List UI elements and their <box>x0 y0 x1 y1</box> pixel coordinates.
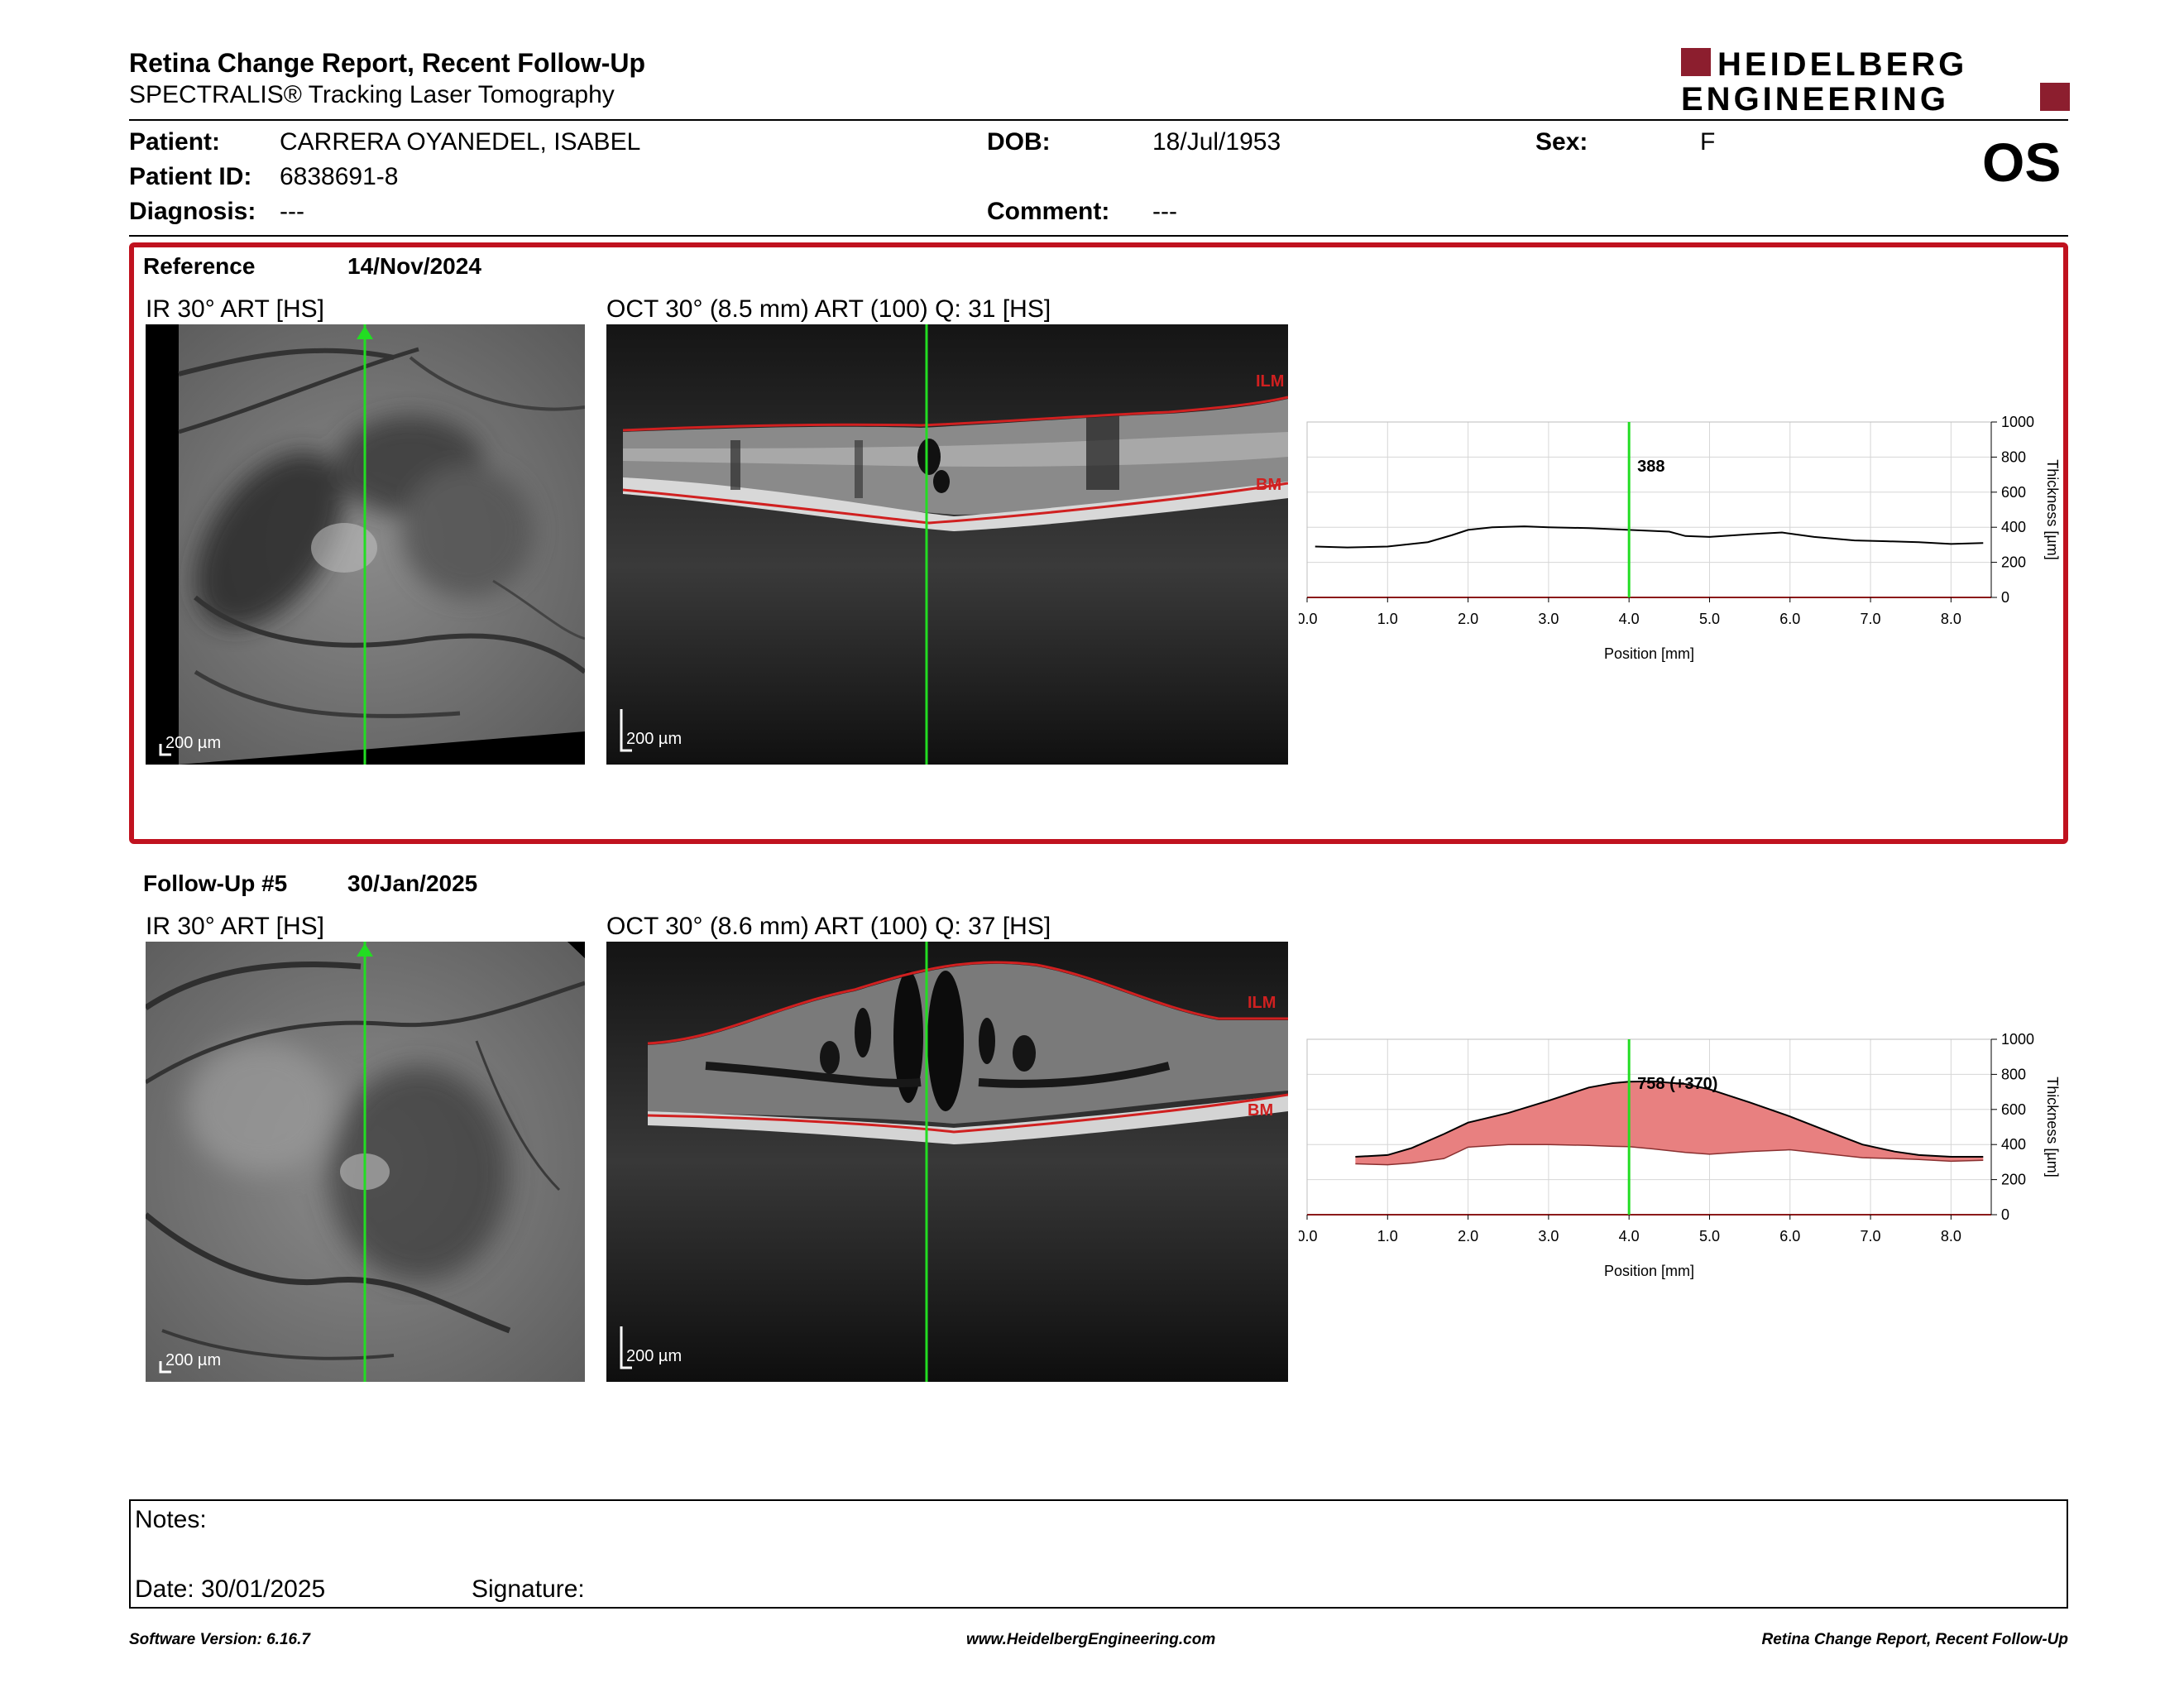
reference-chart-x-tick-label: 3.0 <box>1538 611 1559 627</box>
reference-chart-plot-frame <box>1306 421 1992 598</box>
followup-chart-y-tick-label: 600 <box>2001 1101 2026 1118</box>
reference-label: Reference <box>143 253 256 279</box>
logo-line2: ENGINEERING <box>1681 81 1949 114</box>
followup-chart-x-axis-label: Position [mm] <box>1604 1263 1694 1279</box>
reference-chart-x-axis-label: Position [mm] <box>1604 645 1694 662</box>
followup-chart-x-tick-label: 2.0 <box>1458 1228 1478 1244</box>
reference-oct-image: ILM BM 200 µm <box>606 324 1288 765</box>
followup-oct-label: OCT 30° (8.6 mm) ART (100) Q: 37 [HS] <box>606 913 1051 940</box>
dob-value: 18/Jul/1953 <box>1152 128 1281 156</box>
sex-label: Sex: <box>1535 128 1588 156</box>
reference-thickness-chart: 388 0.0 1.0 2.0 3.0 4.0 5.0 6.0 7.0 8.0 0 200 400 600… <box>1299 414 2061 662</box>
followup-chart-reference-series <box>1355 1144 1984 1166</box>
reference-chart-x-tick-label: 6.0 <box>1779 611 1800 627</box>
reference-box <box>129 242 2068 844</box>
followup-chart-x-tick-label: 0.0 <box>1299 1228 1318 1244</box>
reference-bm-label: BM <box>1256 476 1281 494</box>
followup-chart-x-tick-label: 3.0 <box>1538 1228 1559 1244</box>
followup-chart-x-tick-label: 8.0 <box>1941 1228 1961 1244</box>
report-title: Retina Change Report, Recent Follow-Up <box>129 48 646 78</box>
followup-chart-y-tick-label: 200 <box>2001 1172 2026 1188</box>
reference-chart-y-tick-label: 400 <box>2001 519 2026 535</box>
reference-oct-scale: 200 µm <box>626 730 682 748</box>
followup-oct-image: ILM BM 200 µm <box>606 942 1288 1382</box>
notes-box <box>129 1499 2068 1609</box>
diagnosis-label: Diagnosis: <box>129 198 256 225</box>
reference-date: 14/Nov/2024 <box>347 253 481 279</box>
notes-label: Notes: <box>135 1506 207 1533</box>
followup-chart-y-axis-label: Thickness [µm] <box>2044 1077 2061 1177</box>
reference-chart-x-tick-label: 4.0 <box>1619 611 1640 627</box>
followup-ir-image: 200 µm <box>146 942 585 1382</box>
followup-chart-x-tick-label: 1.0 <box>1377 1228 1398 1244</box>
footer-report-name: Retina Change Report, Recent Follow-Up <box>1761 1631 2068 1648</box>
reference-chart-x-tick-label: 0.0 <box>1299 611 1318 627</box>
followup-chart-x-tick-label: 7.0 <box>1861 1228 1881 1244</box>
reference-chart-y-tick-label: 1000 <box>2001 414 2034 430</box>
reference-chart-series-0 <box>1315 525 1984 549</box>
followup-chart-change-area <box>1355 1081 1984 1165</box>
sex-value: F <box>1700 128 1716 156</box>
reference-ir-image: 200 µm <box>146 324 585 765</box>
reference-oct-label: OCT 30° (8.5 mm) ART (100) Q: 31 [HS] <box>606 295 1051 323</box>
reference-chart-y-tick-label: 200 <box>2001 554 2026 571</box>
patient-name: CARRERA OYANEDEL, ISABEL <box>280 128 641 156</box>
patient-id: 6838691-8 <box>280 163 399 190</box>
followup-chart-x-tick-label: 5.0 <box>1699 1228 1720 1244</box>
reference-chart-x-tick-label: 7.0 <box>1861 611 1881 627</box>
reference-chart-y-axis-label: Thickness [µm] <box>2044 459 2061 559</box>
reference-chart-y-tick-label: 800 <box>2001 448 2026 465</box>
reference-chart-x-tick-label: 5.0 <box>1699 611 1720 627</box>
reference-chart-y-tick-label: 600 <box>2001 484 2026 501</box>
followup-thickness-chart: 758 (+370) 0.0 1.0 2.0 3.0 4.0 5.0 6.0 7.0 8.0 0 20… <box>1299 1031 2061 1279</box>
followup-chart-followup-series <box>1355 1080 1984 1158</box>
notes-date: Date: 30/01/2025 <box>135 1575 326 1603</box>
reference-chart-y-tick-label: 0 <box>2001 589 2009 606</box>
followup-chart-y-tick-label: 0 <box>2001 1206 2009 1223</box>
eye-indicator: OS <box>1982 132 2062 193</box>
footer-software-version: Software Version: 6.16.7 <box>129 1631 310 1648</box>
reference-chart-x-tick-label: 1.0 <box>1377 611 1398 627</box>
followup-chart-cursor-value: 758 (+370) <box>1637 1075 1717 1093</box>
reference-chart-x-tick-label: 8.0 <box>1941 611 1961 627</box>
followup-date: 30/Jan/2025 <box>347 870 478 896</box>
reference-chart-cursor-value: 388 <box>1637 458 1664 476</box>
followup-ir-label: IR 30° ART [HS] <box>146 913 324 940</box>
comment-label: Comment: <box>987 198 1110 225</box>
followup-chart-y-tick-label: 1000 <box>2001 1031 2034 1048</box>
dob-label: DOB: <box>987 128 1051 156</box>
patient-label: Patient: <box>129 128 221 156</box>
followup-label: Follow-Up #5 <box>143 870 288 896</box>
reference-chart-x-tick-label: 2.0 <box>1458 611 1478 627</box>
header-divider <box>129 119 2068 121</box>
report-subtitle: SPECTRALIS® Tracking Laser Tomography <box>129 81 615 108</box>
followup-oct-scale: 200 µm <box>626 1347 682 1365</box>
followup-bm-label: BM <box>1248 1101 1273 1120</box>
followup-chart-x-tick-label: 6.0 <box>1779 1228 1800 1244</box>
reference-ir-label: IR 30° ART [HS] <box>146 295 324 323</box>
followup-chart-y-tick-label: 400 <box>2001 1136 2026 1153</box>
reference-ir-scale: 200 µm <box>165 734 221 752</box>
followup-chart-y-tick-label: 800 <box>2001 1066 2026 1082</box>
comment-value: --- <box>1152 198 1177 225</box>
patient-id-label: Patient ID: <box>129 163 252 190</box>
followup-ir-scale: 200 µm <box>165 1351 221 1369</box>
signature-label: Signature: <box>472 1575 585 1603</box>
diagnosis-value: --- <box>280 198 304 225</box>
logo-line1: HEIDELBERG <box>1717 46 1967 83</box>
reference-ilm-label: ILM <box>1256 372 1284 391</box>
patient-divider <box>129 235 2068 237</box>
followup-chart-x-tick-label: 4.0 <box>1619 1228 1640 1244</box>
heidelberg-logo: HEIDELBERG ENGINEERING <box>1681 46 2070 114</box>
footer-website[interactable]: www.HeidelbergEngineering.com <box>966 1631 1216 1648</box>
followup-ilm-label: ILM <box>1248 994 1276 1012</box>
